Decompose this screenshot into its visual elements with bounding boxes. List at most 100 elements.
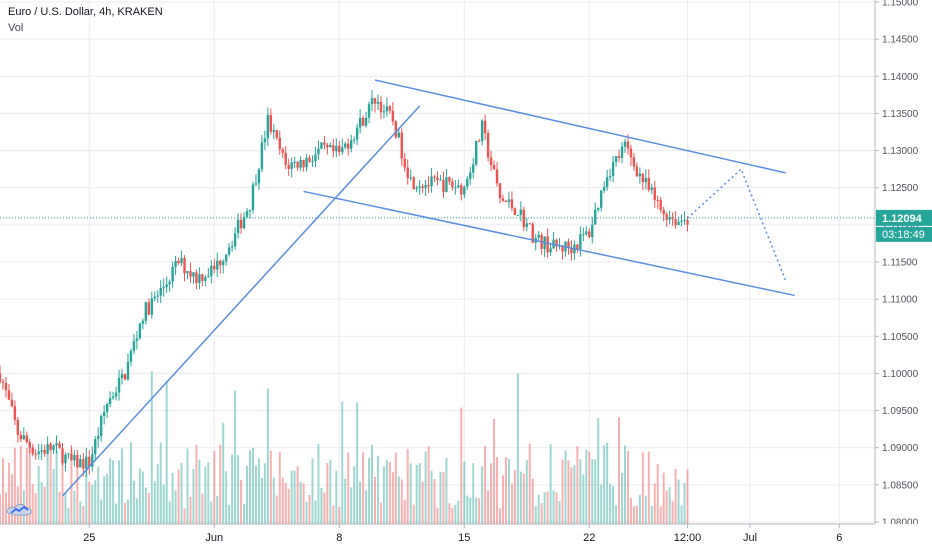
candle-body bbox=[582, 234, 585, 236]
candle-body bbox=[644, 177, 648, 183]
volume-bar bbox=[436, 508, 439, 526]
volume-bar bbox=[680, 505, 683, 526]
volume-bar bbox=[621, 472, 624, 526]
candle-body bbox=[483, 120, 487, 134]
candle-body bbox=[344, 143, 347, 148]
candle-body bbox=[85, 456, 88, 469]
volume-bar bbox=[234, 390, 237, 526]
volume-bar bbox=[501, 475, 504, 526]
volume-bar bbox=[609, 483, 612, 526]
candle-body bbox=[358, 117, 362, 128]
candle-body bbox=[477, 140, 481, 142]
candle-body bbox=[210, 265, 213, 277]
candle-body bbox=[257, 169, 261, 184]
volume-bar bbox=[647, 451, 650, 526]
volume-bar bbox=[412, 504, 415, 526]
candle-body bbox=[105, 404, 109, 413]
volume-bar bbox=[606, 442, 609, 526]
volume-bar bbox=[683, 482, 686, 526]
volume-bar bbox=[219, 444, 222, 526]
candle-body bbox=[427, 184, 430, 187]
volume-bar bbox=[472, 463, 475, 526]
volume-bar bbox=[365, 490, 368, 526]
volume-bar bbox=[650, 506, 653, 526]
volume-bar bbox=[543, 492, 546, 526]
last-price-label-bg bbox=[876, 209, 932, 226]
candle-body bbox=[608, 176, 612, 178]
candle-body bbox=[683, 220, 686, 222]
volume-bar bbox=[150, 371, 153, 526]
price-tick-label: 1.09500 bbox=[882, 406, 919, 417]
volume-bar bbox=[561, 459, 564, 526]
candle-body bbox=[674, 219, 677, 226]
candle-body bbox=[189, 271, 192, 277]
volume-bar bbox=[37, 466, 40, 526]
volume-bar bbox=[55, 449, 58, 526]
candle-body bbox=[275, 130, 278, 138]
candle-body bbox=[588, 231, 591, 238]
volume-bar bbox=[335, 470, 338, 526]
candle-body bbox=[311, 161, 314, 163]
candle-body bbox=[52, 445, 55, 450]
volume-bar bbox=[254, 465, 257, 526]
volume-bar bbox=[537, 494, 540, 526]
time-tick-label: 15 bbox=[458, 532, 470, 544]
time-tick-label: 22 bbox=[583, 532, 595, 544]
volume-bar bbox=[579, 459, 582, 526]
volume-bar bbox=[129, 442, 132, 526]
volume-bar bbox=[466, 495, 469, 526]
volume-bar bbox=[540, 503, 543, 526]
candle-body bbox=[251, 184, 255, 210]
candle-body bbox=[308, 157, 311, 162]
volume-bar bbox=[582, 474, 585, 526]
volume-bar bbox=[67, 508, 70, 526]
volume-bar bbox=[266, 388, 269, 526]
channel-lower-line bbox=[303, 190, 795, 297]
candle-body bbox=[489, 157, 493, 166]
volume-bar bbox=[570, 467, 573, 526]
candle-body bbox=[445, 177, 448, 192]
volume-bar bbox=[457, 500, 460, 526]
candle-body bbox=[338, 145, 341, 153]
candle-body bbox=[576, 244, 579, 249]
candle-body bbox=[13, 406, 17, 420]
volume-bar bbox=[290, 470, 293, 526]
volume-bar bbox=[546, 491, 549, 526]
volume-bar bbox=[126, 499, 129, 526]
volume-bar bbox=[281, 477, 284, 526]
candle-body bbox=[641, 173, 645, 183]
candle-body bbox=[58, 443, 61, 449]
candle-body bbox=[424, 184, 427, 188]
volume-bar bbox=[106, 473, 109, 526]
candle-body bbox=[412, 177, 415, 190]
candle-body bbox=[64, 454, 67, 464]
candle-body bbox=[519, 209, 523, 215]
candle-body bbox=[10, 399, 14, 407]
volume-bar bbox=[260, 477, 263, 526]
volume-bar bbox=[121, 448, 124, 526]
volume-bar bbox=[469, 497, 472, 526]
candle-body bbox=[278, 137, 281, 150]
volume-bar bbox=[415, 464, 418, 526]
candle-body bbox=[281, 149, 284, 153]
candle-body bbox=[680, 220, 683, 222]
candle-body bbox=[498, 183, 502, 199]
candle-body bbox=[284, 152, 287, 165]
volume-indicator-label[interactable]: Vol bbox=[8, 22, 24, 34]
candle-body bbox=[222, 261, 225, 266]
candle-body bbox=[436, 177, 439, 180]
price-tick-label: 1.13500 bbox=[882, 109, 919, 120]
volume-bar bbox=[308, 495, 311, 526]
price-tick-label: 1.15000 bbox=[882, 0, 919, 9]
candle-body bbox=[183, 257, 186, 274]
candle-body bbox=[120, 374, 124, 379]
volume-bar bbox=[629, 498, 632, 526]
volume-bar bbox=[507, 459, 510, 526]
candle-body bbox=[594, 209, 597, 225]
trend-line-up bbox=[61, 105, 421, 497]
candle-body bbox=[397, 132, 401, 138]
volume-bar bbox=[7, 462, 10, 526]
volume-bar bbox=[147, 492, 150, 526]
